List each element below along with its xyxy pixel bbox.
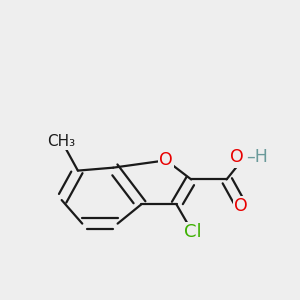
Text: O: O <box>230 148 244 166</box>
Text: Cl: Cl <box>184 224 202 242</box>
Text: CH₃: CH₃ <box>48 134 76 149</box>
Text: O: O <box>159 151 173 169</box>
Text: O: O <box>234 197 248 215</box>
Text: –H: –H <box>246 148 268 166</box>
